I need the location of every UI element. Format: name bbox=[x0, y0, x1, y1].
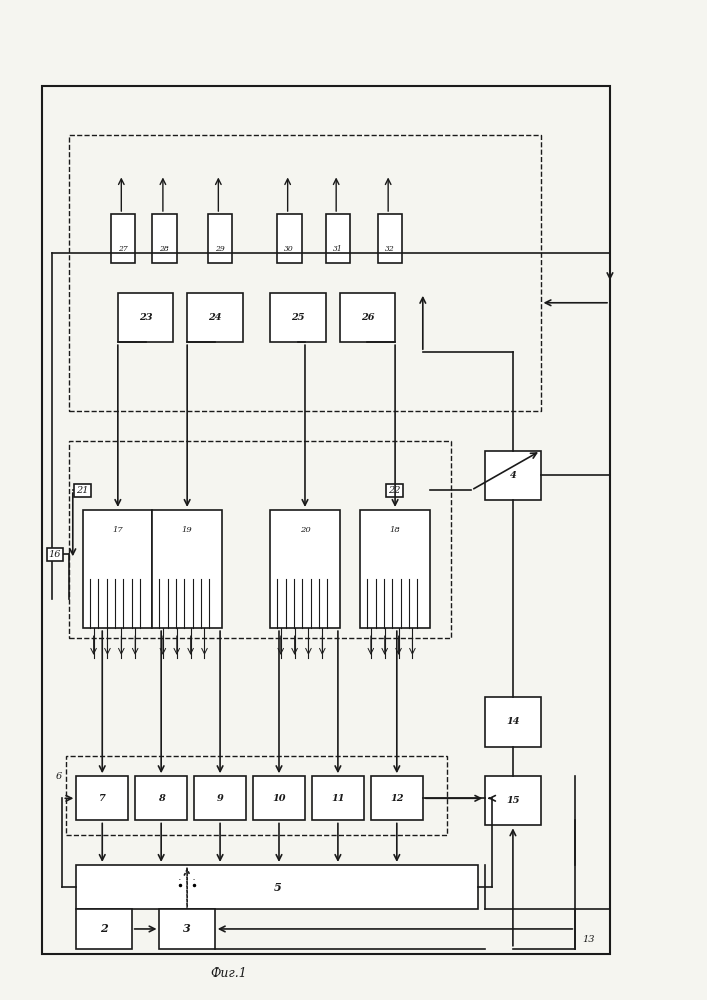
Text: 23: 23 bbox=[139, 313, 152, 322]
Text: 3: 3 bbox=[183, 923, 191, 934]
Text: Фиг.1: Фиг.1 bbox=[211, 967, 247, 980]
Bar bbox=[485, 451, 541, 500]
Text: 4: 4 bbox=[510, 471, 516, 480]
Text: 8: 8 bbox=[158, 794, 165, 803]
Text: 31: 31 bbox=[333, 245, 342, 253]
Bar bbox=[118, 293, 173, 342]
Text: 5: 5 bbox=[274, 882, 281, 893]
Bar bbox=[485, 697, 541, 747]
Text: 2: 2 bbox=[100, 923, 108, 934]
Text: 21: 21 bbox=[76, 486, 89, 495]
Text: 24: 24 bbox=[208, 313, 221, 322]
Bar bbox=[270, 510, 339, 628]
Text: 25: 25 bbox=[291, 313, 305, 322]
Bar bbox=[270, 293, 326, 342]
Text: 16: 16 bbox=[49, 550, 61, 559]
Bar bbox=[277, 214, 301, 263]
Text: 7: 7 bbox=[99, 794, 105, 803]
Bar bbox=[378, 214, 402, 263]
Bar bbox=[326, 214, 350, 263]
Text: 19: 19 bbox=[182, 526, 192, 534]
Bar bbox=[153, 214, 177, 263]
Bar bbox=[485, 776, 541, 825]
Text: 28: 28 bbox=[159, 245, 169, 253]
Bar bbox=[135, 776, 187, 820]
Text: 10: 10 bbox=[272, 794, 286, 803]
Text: 13: 13 bbox=[583, 935, 595, 944]
Text: 32: 32 bbox=[385, 245, 395, 253]
Text: 29: 29 bbox=[215, 245, 225, 253]
Bar bbox=[69, 441, 450, 638]
Bar bbox=[194, 776, 246, 820]
Text: 9: 9 bbox=[217, 794, 223, 803]
Bar bbox=[76, 909, 132, 949]
Bar bbox=[208, 214, 232, 263]
Bar bbox=[69, 135, 541, 411]
Bar bbox=[160, 909, 215, 949]
Bar bbox=[42, 86, 610, 954]
Text: 27: 27 bbox=[118, 245, 127, 253]
Bar bbox=[66, 756, 447, 835]
Bar bbox=[361, 510, 430, 628]
Bar bbox=[111, 214, 135, 263]
Text: 26: 26 bbox=[361, 313, 374, 322]
Text: 6: 6 bbox=[55, 772, 62, 781]
Bar bbox=[76, 865, 478, 909]
Bar bbox=[187, 293, 243, 342]
Text: 30: 30 bbox=[284, 245, 294, 253]
Text: 20: 20 bbox=[300, 526, 310, 534]
Text: 12: 12 bbox=[390, 794, 404, 803]
Text: 18: 18 bbox=[390, 526, 400, 534]
Text: 17: 17 bbox=[112, 526, 123, 534]
Bar bbox=[371, 776, 423, 820]
Bar bbox=[253, 776, 305, 820]
Text: 22: 22 bbox=[388, 486, 401, 495]
Text: 15: 15 bbox=[506, 796, 520, 805]
Text: 14: 14 bbox=[506, 717, 520, 726]
Bar bbox=[312, 776, 364, 820]
Bar bbox=[83, 510, 153, 628]
Text: 11: 11 bbox=[331, 794, 344, 803]
Bar bbox=[153, 510, 222, 628]
Text: · · ·: · · · bbox=[178, 875, 196, 885]
Bar bbox=[339, 293, 395, 342]
Bar bbox=[76, 776, 128, 820]
